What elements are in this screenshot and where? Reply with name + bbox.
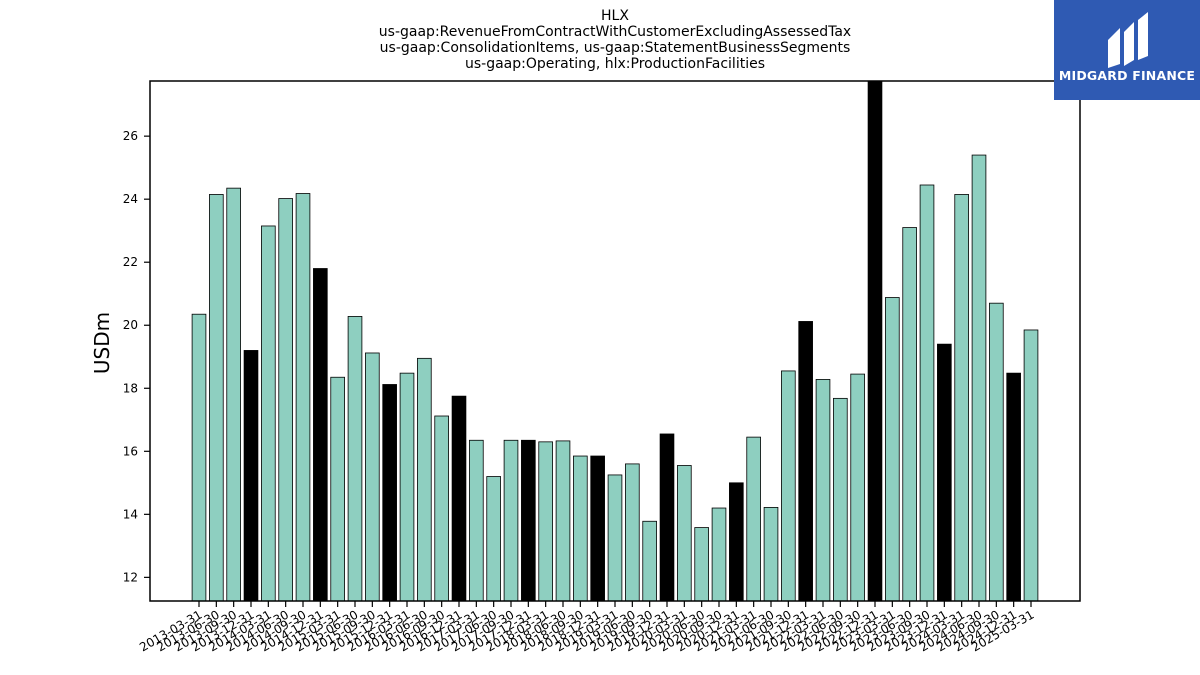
logo-text: MIDGARD FINANCE [1058, 68, 1196, 83]
y-tick-label: 18 [123, 381, 138, 395]
bar [295, 193, 311, 602]
bar [347, 316, 363, 602]
bar [746, 436, 761, 602]
bar [451, 395, 467, 602]
bar [659, 433, 675, 602]
bar [555, 440, 571, 602]
chart-title-line: us-gaap:RevenueFromContractWithCustomerE… [379, 24, 851, 40]
bar [833, 397, 848, 602]
bar [261, 225, 276, 602]
bar [694, 527, 709, 602]
x-axis: 2013-03-312013-06-302013-09-302013-12-31… [137, 601, 1037, 654]
y-tick-label: 12 [123, 570, 138, 584]
bar [434, 415, 449, 602]
bar [971, 154, 987, 602]
bars [191, 80, 1039, 602]
bar [729, 482, 744, 602]
midgard-logo-icon [1108, 12, 1148, 68]
bar [521, 439, 536, 602]
bar [954, 194, 969, 602]
bar [243, 350, 259, 602]
bar [573, 455, 588, 602]
bar [538, 441, 553, 602]
bar [590, 455, 605, 602]
bar [677, 465, 692, 602]
y-tick-label: 14 [123, 507, 138, 521]
bar [399, 372, 415, 602]
y-tick-label: 22 [123, 255, 138, 269]
y-tick-label: 20 [123, 318, 138, 332]
y-axis-label: USDm [90, 312, 114, 374]
chart-title: HLXus-gaap:RevenueFromContractWithCustom… [379, 8, 851, 72]
bar [919, 184, 935, 602]
bar [330, 376, 345, 602]
y-axis: 12 14 16 18 20 22 24 26 [123, 129, 150, 584]
bar [1006, 372, 1021, 602]
bar [937, 343, 952, 602]
bar [815, 379, 831, 602]
y-tick-label: 24 [123, 192, 138, 206]
bar [711, 507, 727, 602]
bar [469, 439, 484, 602]
chart-title-line: us-gaap:ConsolidationItems, us-gaap:Stat… [380, 40, 851, 56]
bar [191, 313, 207, 602]
bar [209, 194, 224, 602]
bar [885, 297, 900, 602]
bar [763, 506, 779, 602]
bar [642, 520, 657, 602]
bar [867, 80, 883, 602]
bar [313, 268, 328, 602]
bar [382, 384, 397, 602]
y-tick-label: 16 [123, 444, 138, 458]
y-tick-label: 26 [123, 129, 138, 143]
bar [798, 321, 813, 602]
midgard-finance-logo: MIDGARD FINANCE [1054, 0, 1200, 100]
chart-title-line: HLX [601, 8, 629, 24]
bar [365, 352, 380, 602]
bar [417, 357, 432, 602]
bar [1023, 329, 1039, 602]
chart-title-line: us-gaap:Operating, hlx:ProductionFacilit… [465, 56, 765, 72]
bar [486, 476, 501, 602]
bar [226, 187, 241, 602]
bar [278, 198, 293, 602]
bar [781, 370, 796, 602]
bar [850, 373, 865, 602]
bar [902, 227, 917, 602]
bar [503, 439, 519, 602]
bar [989, 302, 1004, 602]
bar [625, 463, 640, 602]
bar [607, 474, 623, 602]
